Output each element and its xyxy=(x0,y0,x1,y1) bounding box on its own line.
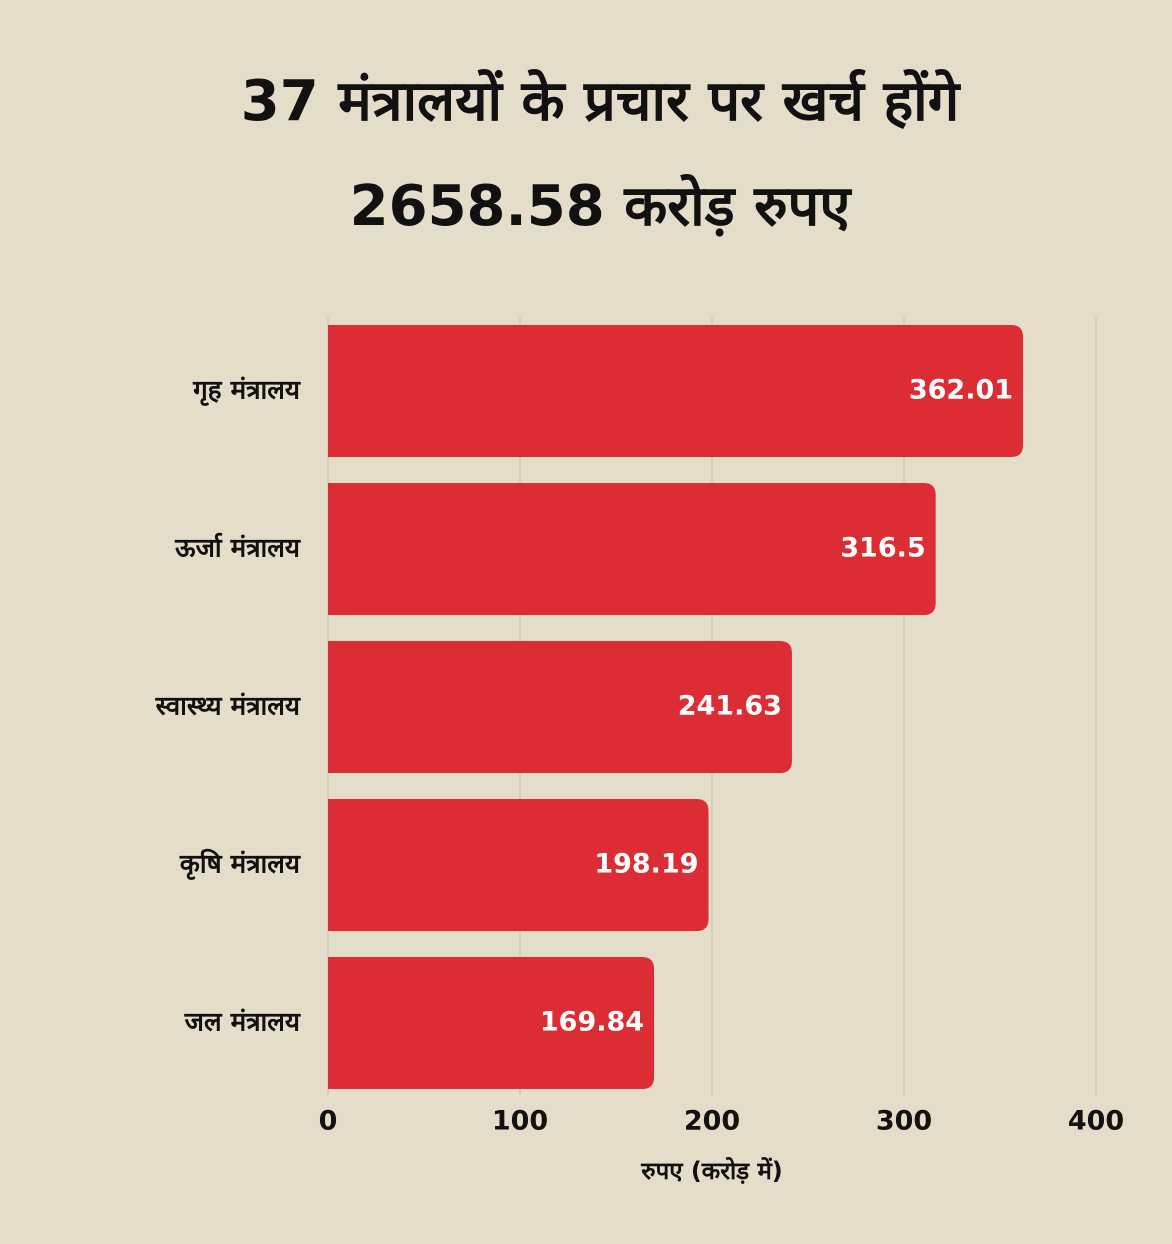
bar xyxy=(328,799,709,931)
x-tick-label: 200 xyxy=(684,1106,740,1137)
y-tick-label: स्वास्थ्य मंत्रालय xyxy=(155,692,301,722)
value-label: 169.84 xyxy=(540,1007,644,1038)
chart-title: 37 मंत्रालयों के प्रचार पर खर्च होंगे xyxy=(241,68,962,134)
bar xyxy=(328,957,655,1089)
x-tick-label: 400 xyxy=(1068,1106,1124,1137)
x-axis-label: रुपए (करोड़ में) xyxy=(640,1157,783,1185)
y-tick-label: ऊर्जा मंत्रालय xyxy=(174,533,301,564)
value-label: 241.63 xyxy=(678,691,782,722)
bar xyxy=(328,483,936,615)
x-tick-label: 100 xyxy=(492,1106,548,1137)
value-label: 362.01 xyxy=(909,375,1013,406)
value-label: 198.19 xyxy=(594,849,698,880)
x-tick-label: 0 xyxy=(319,1106,338,1137)
y-tick-label: कृषि मंत्रालय xyxy=(179,849,301,881)
bar xyxy=(328,325,1024,457)
chart-title: 2658.58 करोड़ रुपए xyxy=(350,173,853,239)
x-tick-label: 300 xyxy=(876,1106,932,1137)
y-tick-label: गृह मंत्रालय xyxy=(192,376,301,407)
bar xyxy=(328,641,792,773)
y-tick-label: जल मंत्रालय xyxy=(184,1008,301,1038)
value-label: 316.5 xyxy=(840,533,925,564)
